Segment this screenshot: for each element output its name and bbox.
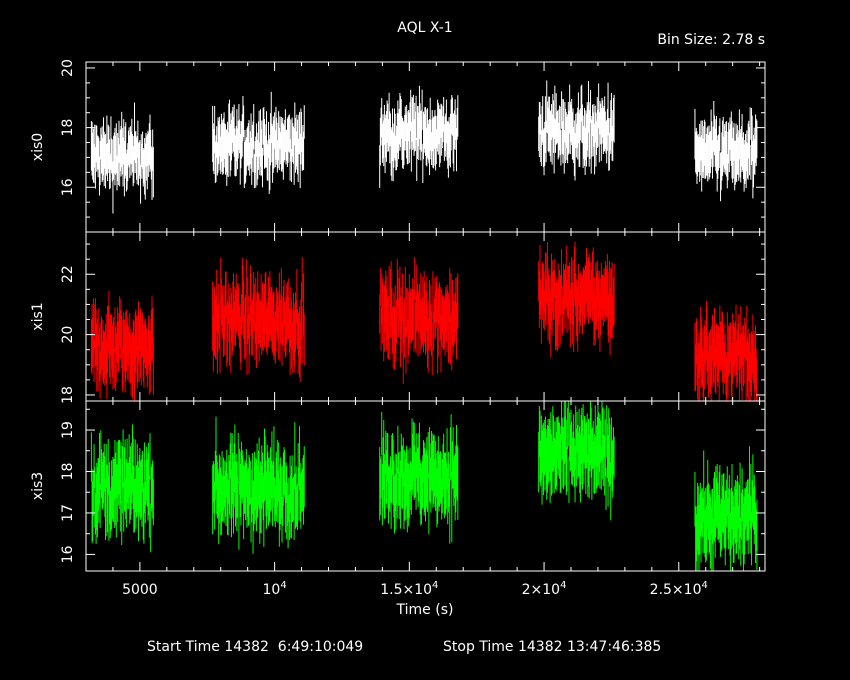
x-tick-label: 1.5×104 — [380, 580, 438, 598]
y-tick-label: 16 — [60, 178, 76, 196]
y-tick-label: 19 — [60, 421, 76, 439]
y-axis-label: xis1 — [30, 302, 46, 330]
y-tick-label: 18 — [60, 386, 76, 404]
bin-size-label: Bin Size: 2.78 s — [657, 32, 765, 48]
x-tick-label: 2×104 — [522, 580, 567, 598]
y-axis-label: xis3 — [30, 472, 46, 500]
panels-group: 16 18 20 xis0 18 20 22 xis1 16 17 18 19 xis3 — [30, 59, 766, 572]
chart-title: AQL X-1 — [397, 20, 452, 36]
y-axis-label: xis0 — [30, 133, 46, 161]
series-xis3 — [90, 401, 758, 571]
start-time-label: Start Time 14382 6:49:10:049 — [147, 639, 363, 655]
y-tick-label: 20 — [60, 326, 76, 344]
y-tick-label: 18 — [60, 463, 76, 481]
x-tick-label: 2.5×104 — [650, 580, 708, 598]
series-xis1 — [90, 241, 758, 401]
y-tick-label: 18 — [60, 119, 76, 137]
x-axis-label: Time (s) — [396, 602, 454, 618]
x-axis: 5000 104 1.5×104 2×104 2.5×104 — [122, 580, 708, 598]
y-tick-label: 17 — [60, 504, 76, 522]
stop-time-label: Stop Time 14382 13:47:46:385 — [443, 639, 661, 655]
series-xis0 — [90, 80, 758, 214]
x-tick-label: 5000 — [122, 582, 158, 598]
y-tick-label: 16 — [60, 545, 76, 563]
panel-xis1: 18 20 22 xis1 — [30, 231, 766, 404]
panel-frame — [85, 400, 766, 572]
y-tick-label: 22 — [60, 265, 76, 283]
y-tick-label: 20 — [60, 59, 76, 77]
panel-xis0: 16 18 20 xis0 — [30, 59, 766, 233]
panel-xis3: 16 17 18 19 xis3 — [30, 400, 766, 572]
